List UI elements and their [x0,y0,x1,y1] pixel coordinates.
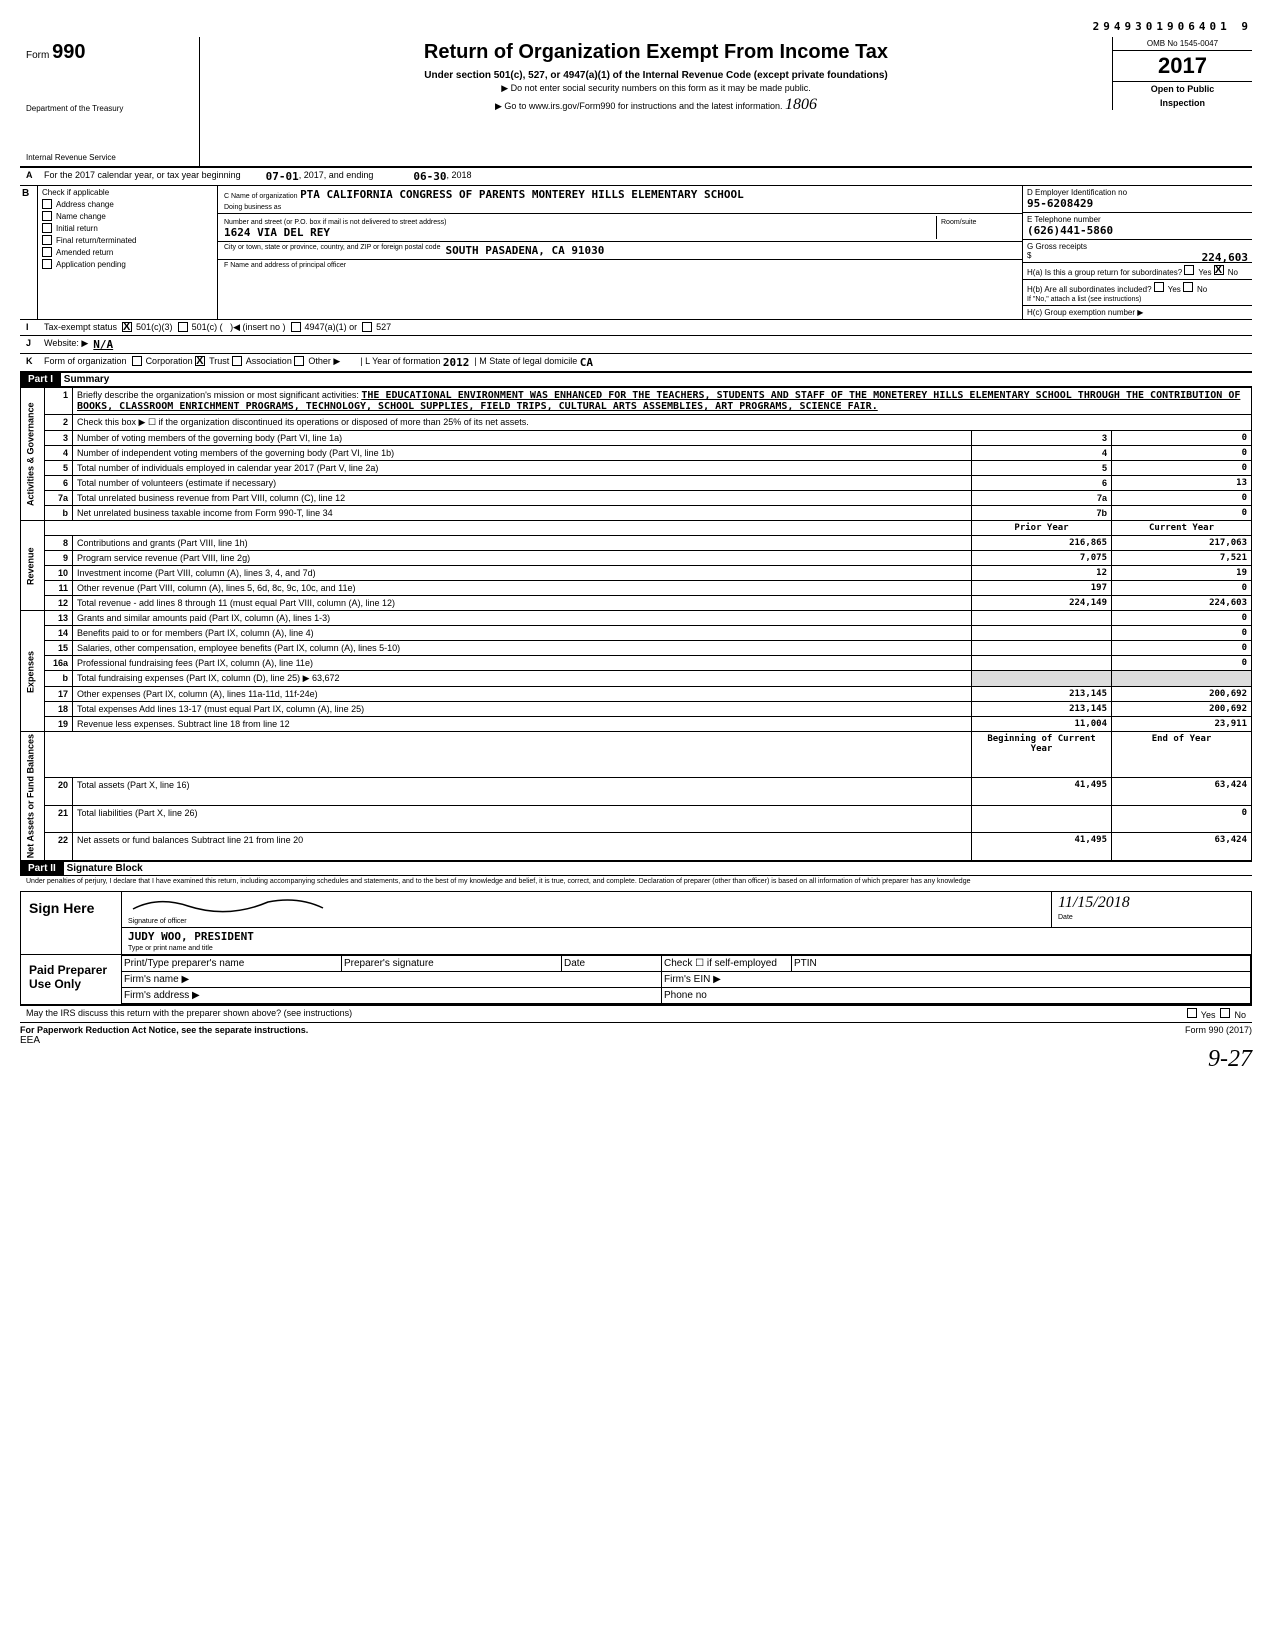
form-label: Form 990 [26,41,193,64]
year-formation: 2012 [443,356,470,369]
form-subtitle: Under section 501(c), 527, or 4947(a)(1)… [206,70,1106,81]
handwritten-1806: 1806 [785,96,817,113]
right-info: D Employer Identification no95-6208429 E… [1022,186,1252,319]
check-501c[interactable] [178,322,188,332]
ein-cell: D Employer Identification no95-6208429 [1023,186,1252,213]
check-application-pending[interactable]: Application pending [42,259,213,269]
summary-table: Activities & Governance 1 Briefly descri… [20,387,1252,861]
check-applicable: Check if applicable Address change Name … [38,186,218,319]
city-row: City or town, state or province, country… [218,242,1022,260]
part1-header-row: Part I Summary [20,372,1252,387]
part2-label: Part II [20,862,64,875]
line-k: K Form of organization Corporation Trust… [20,354,1252,372]
check-amended[interactable]: Amended return [42,247,213,257]
eea: EEA [20,1035,1252,1046]
gross-receipts-cell: G Gross receipts$ 224,603 [1023,240,1252,263]
officer-row: F Name and address of principal officer [218,260,1022,271]
sign-here-label: Sign Here [21,892,121,954]
part1-label: Part I [20,373,61,386]
check-4947[interactable] [291,322,301,332]
side-net-assets: Net Assets or Fund Balances [21,732,45,861]
form-title: Return of Organization Exempt From Incom… [206,41,1106,64]
street-address: 1624 VIA DEL REY [224,226,330,239]
signature-date: 11/15/2018 [1058,894,1245,912]
signature-block: Sign Here Signature of officer 11/15/201… [20,891,1252,1006]
line-i: I Tax-exempt status 501(c)(3) 501(c) ( )… [20,320,1252,336]
city-state-zip: SOUTH PASADENA, CA 91030 [445,244,604,257]
phone: (626)441-5860 [1027,224,1113,237]
check-501c3[interactable] [122,322,132,332]
preparer-table: Print/Type preparer's name Preparer's si… [121,955,1251,1004]
handwritten-note: 9-27 [20,1046,1252,1073]
inspection: Inspection [1113,96,1252,110]
part2-header-row: Part II Signature Block [20,861,1252,876]
header-center: Return of Organization Exempt From Incom… [200,37,1112,118]
phone-cell: E Telephone number(626)441-5860 [1023,213,1252,240]
url-note: ▶ Go to www.irs.gov/Form990 for instruct… [206,96,1106,114]
org-name-row: C Name of organization PTA CALIFORNIA CO… [218,186,1022,214]
printed-name: JUDY WOO, PRESIDENT Type or print name a… [121,928,1251,954]
hc-cell: H(c) Group exemption number ▶ [1023,306,1252,319]
part1-title: Summary [64,374,110,385]
discuss-row: May the IRS discuss this return with the… [20,1006,1252,1023]
sig-date: 11/15/2018 Date [1051,892,1251,928]
mission-cell: Briefly describe the organization's miss… [73,388,1252,415]
ssn-note: ▶ Do not enter social security numbers o… [206,83,1106,94]
side-revenue: Revenue [21,521,45,611]
line-a: A For the 2017 calendar year, or tax yea… [20,168,1252,186]
paid-preparer-label: Paid Preparer Use Only [21,955,121,1004]
dept-treasury: Department of the Treasury [26,104,193,113]
form-990-page: 2949301906401 9 Form 990 Department of t… [20,20,1252,1073]
check-name-change[interactable]: Name change [42,211,213,221]
org-info: C Name of organization PTA CALIFORNIA CO… [218,186,1022,319]
omb-number: OMB No 1545-0047 [1113,37,1252,51]
ein: 95-6208429 [1027,197,1093,210]
open-public: Open to Public [1113,82,1252,96]
footer: For Paperwork Reduction Act Notice, see … [20,1025,1252,1035]
check-address-change[interactable]: Address change [42,199,213,209]
hb-cell: H(b) Are all subordinates included? Yes … [1023,280,1252,306]
ty-begin: 07-01 [266,170,299,183]
state-domicile: CA [580,356,593,369]
officer-signature[interactable]: Signature of officer [121,892,1051,928]
document-locator-number: 2949301906401 9 [20,20,1252,33]
website: N/A [93,338,113,351]
ty-end: 06-30 [413,170,446,183]
label-b: B [20,186,38,319]
line-j: J Website: ▶ N/A [20,336,1252,354]
side-expenses: Expenses [21,611,45,732]
check-527[interactable] [362,322,372,332]
org-name: PTA CALIFORNIA CONGRESS OF PARENTS MONTE… [300,188,744,201]
perjury-text: Under penalties of perjury, I declare th… [20,876,1252,887]
section-b: B Check if applicable Address change Nam… [20,186,1252,320]
tax-year: 2017 [1113,51,1252,82]
ha-cell: H(a) Is this a group return for subordin… [1023,263,1252,280]
header-right: OMB No 1545-0047 2017 Open to Public Ins… [1112,37,1252,110]
signature-icon [128,894,328,916]
gross-receipts: 224,603 [1202,251,1248,264]
header-left: Form 990 Department of the Treasury Inte… [20,37,200,166]
check-initial-return[interactable]: Initial return [42,223,213,233]
form-number: 990 [52,41,85,63]
check-final-return[interactable]: Final return/terminated [42,235,213,245]
dept-irs: Internal Revenue Service [26,153,193,162]
side-governance: Activities & Governance [21,388,45,521]
address-row: Number and street (or P.O. box if mail i… [218,214,1022,242]
part2-title: Signature Block [67,863,143,874]
form-header: Form 990 Department of the Treasury Inte… [20,37,1252,168]
